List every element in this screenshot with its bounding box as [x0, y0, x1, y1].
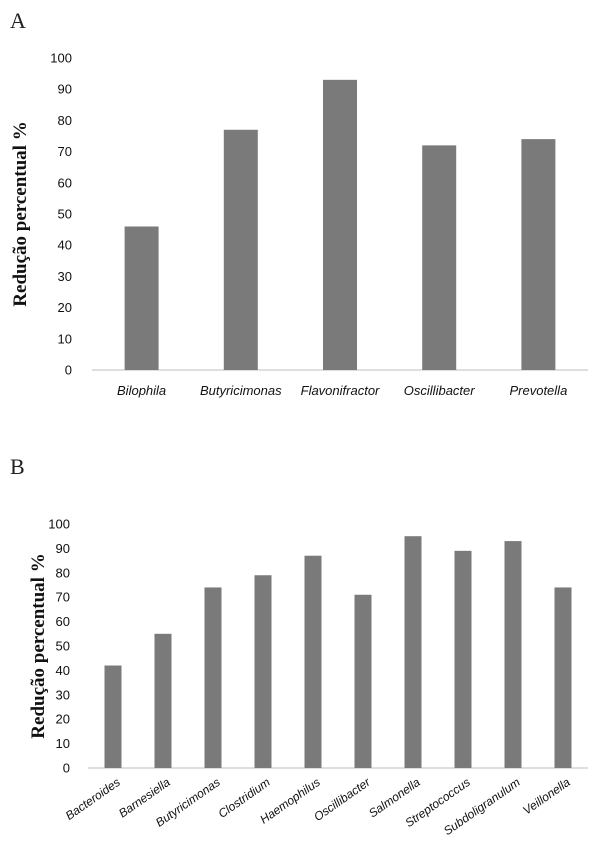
bar — [454, 550, 472, 768]
chart-a: Redução percentual % 0 10 20 30 40 50 60 70 80 90 1… — [10, 51, 588, 398]
y-tick-label: 50 — [56, 639, 70, 654]
bar — [404, 536, 422, 768]
y-tick-label: 30 — [58, 269, 72, 284]
y-tick-label: 10 — [56, 736, 70, 751]
bar — [521, 139, 556, 370]
y-tick-label: 0 — [65, 363, 72, 378]
y-tick-label: 20 — [56, 712, 70, 727]
x-category-label: Butyricimonas — [200, 383, 282, 398]
x-category-label: Veillonella — [520, 775, 573, 818]
y-tick-label: 30 — [56, 687, 70, 702]
bar — [422, 145, 457, 370]
y-tick-label: 100 — [48, 517, 70, 532]
x-category-label: Oscillibacter — [311, 774, 373, 824]
bar — [154, 633, 172, 768]
panel-b-letter: B — [10, 454, 25, 479]
y-axis-label: Redução percentual % — [28, 553, 49, 738]
bar — [304, 555, 322, 768]
bar — [504, 541, 522, 768]
x-category-label: Flavonifractor — [301, 383, 380, 398]
x-category-label: Oscillibacter — [404, 383, 475, 398]
y-tick-label: 60 — [56, 614, 70, 629]
y-tick-label: 50 — [58, 207, 72, 222]
y-tick-label: 80 — [56, 565, 70, 580]
y-tick-label: 70 — [58, 144, 72, 159]
x-category-label: Prevotella — [509, 383, 567, 398]
y-tick-label: 100 — [50, 51, 72, 66]
y-tick-label: 70 — [56, 590, 70, 605]
bar — [254, 575, 272, 768]
bar — [323, 79, 357, 370]
bar — [124, 226, 159, 370]
chart-b: Redução percentual % 0 10 20 30 40 50 60 70 80 90 1… — [28, 517, 588, 838]
bar — [104, 665, 122, 768]
y-tick-label: 90 — [58, 82, 72, 97]
bar — [223, 129, 258, 370]
y-tick-label: 90 — [56, 541, 70, 556]
bar — [354, 594, 372, 768]
y-tick-label: 80 — [58, 113, 72, 128]
y-tick-label: 60 — [58, 175, 72, 190]
bar — [204, 587, 222, 768]
y-tick-label: 20 — [58, 300, 72, 315]
y-tick-label: 40 — [58, 238, 72, 253]
x-category-label: Bilophila — [117, 383, 166, 398]
y-axis-label: Redução percentual % — [10, 121, 31, 306]
y-tick-label: 40 — [56, 663, 70, 678]
y-tick-label: 10 — [58, 331, 72, 346]
y-tick-label: 0 — [63, 761, 70, 776]
bar — [554, 587, 572, 768]
panel-a-letter: A — [10, 8, 26, 33]
x-category-label: Bacteroides — [63, 775, 123, 823]
